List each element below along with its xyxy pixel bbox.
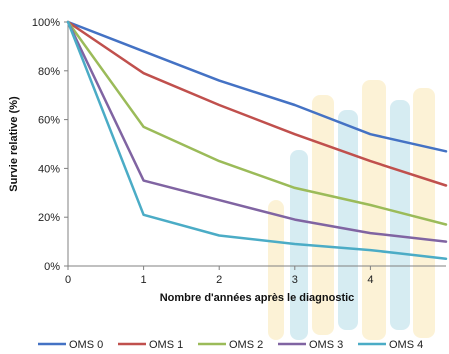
y-tick-label: 60% <box>38 115 60 127</box>
x-tick-label: 2 <box>216 274 222 286</box>
y-tick-label: 80% <box>38 66 60 78</box>
y-tick-label: 20% <box>38 212 60 224</box>
series-line-oms-3 <box>66 20 448 243</box>
x-axis-title: Nombre d'années après le diagnostic <box>160 292 355 304</box>
legend-label: OMS 3 <box>309 339 343 351</box>
y-tick-label: 100% <box>32 17 60 29</box>
legend: OMS 0 OMS 1 OMS 2 OMS 3 OMS 4 <box>38 339 423 351</box>
y-tick-label: 0% <box>44 261 60 273</box>
legend-label: OMS 1 <box>149 339 183 351</box>
series-line-oms-1 <box>66 20 448 187</box>
x-tick-label: 1 <box>141 274 147 286</box>
y-axis-title: Survie relative (%) <box>8 96 20 192</box>
legend-label: OMS 0 <box>69 339 103 351</box>
x-tick-label: 3 <box>292 274 298 286</box>
y-tick-label: 40% <box>38 163 60 175</box>
series-line-oms-0 <box>66 20 448 153</box>
x-tick-label: 0 <box>65 274 71 286</box>
legend-label: OMS 2 <box>229 339 263 351</box>
legend-label: OMS 4 <box>389 339 423 351</box>
series-line-oms-2 <box>66 20 448 226</box>
series-line-oms-4 <box>66 20 448 260</box>
y-axis-ticks: 0% 20% 40% 60% 80% 100% <box>32 17 68 273</box>
x-tick-label: 4 <box>367 274 373 286</box>
background-decoration <box>268 80 435 340</box>
x-axis-ticks: 0 1 2 3 4 <box>65 266 373 286</box>
series-lines <box>66 20 448 260</box>
